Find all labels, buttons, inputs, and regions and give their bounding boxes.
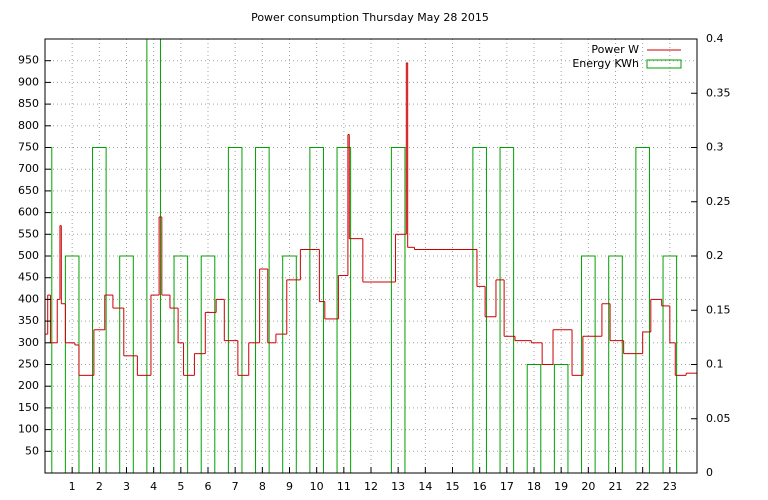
- energy-box: [526, 364, 542, 473]
- x-tick-label: 16: [473, 480, 487, 493]
- y-tick-label: 900: [18, 75, 39, 88]
- y-tick-label: 150: [18, 401, 39, 414]
- y2-tick-label: 0.05: [706, 412, 731, 425]
- x-tick-label: 19: [554, 480, 568, 493]
- energy-box: [173, 255, 189, 473]
- energy-box: [553, 364, 569, 473]
- y-tick-label: 750: [18, 141, 39, 154]
- y-tick-label: 250: [18, 358, 39, 371]
- energy-box: [92, 147, 107, 473]
- energy-box: [119, 255, 134, 473]
- x-tick-label: 22: [636, 480, 650, 493]
- y2-tick-label: 0: [706, 466, 713, 479]
- grid: [45, 39, 697, 473]
- x-tick-label: 20: [581, 480, 595, 493]
- y-tick-label: 950: [18, 54, 39, 67]
- x-tick-label: 1: [69, 480, 76, 493]
- x-tick-label: 8: [259, 480, 266, 493]
- y-tick-label: 800: [18, 119, 39, 132]
- x-tick-label: 11: [337, 480, 351, 493]
- x-tick-label: 9: [286, 480, 293, 493]
- energy-box: [64, 255, 80, 473]
- x-tick-label: 14: [418, 480, 432, 493]
- x-tick-label: 4: [150, 480, 157, 493]
- y-tick-label: 100: [18, 423, 39, 436]
- y2-tick-label: 0.3: [706, 141, 724, 154]
- y-tick-label: 350: [18, 314, 39, 327]
- y-tick-label: 700: [18, 162, 39, 175]
- energy-box: [662, 255, 678, 473]
- x-tick-label: 21: [609, 480, 623, 493]
- x-tick-label: 6: [205, 480, 212, 493]
- chart-title: Power consumption Thursday May 28 2015: [251, 11, 489, 24]
- energy-box: [608, 255, 623, 473]
- energy-box: [390, 147, 406, 473]
- x-tick-label: 13: [391, 480, 405, 493]
- y-tick-label: 850: [18, 97, 39, 110]
- energy-box: [282, 255, 297, 473]
- energy-box: [581, 255, 596, 473]
- energy-box: [336, 147, 352, 473]
- energy-box: [472, 147, 487, 473]
- energy-box: [309, 147, 324, 473]
- x-tick-label: 18: [527, 480, 541, 493]
- energy-box: [499, 147, 515, 473]
- x-tick-label: 15: [446, 480, 460, 493]
- energy-box: [45, 147, 53, 473]
- y-tick-label: 400: [18, 292, 39, 305]
- legend-label: Energy KWh: [572, 57, 639, 70]
- energy-box: [146, 39, 161, 473]
- legend-swatch: [646, 59, 682, 69]
- y-tick-label: 600: [18, 206, 39, 219]
- y-tick-label: 300: [18, 336, 39, 349]
- y2-tick-label: 0.15: [706, 303, 731, 316]
- y-tick-label: 50: [25, 444, 39, 457]
- y2-tick-label: 0.1: [706, 358, 724, 371]
- y-tick-label: 450: [18, 271, 39, 284]
- x-tick-label: 23: [663, 480, 677, 493]
- x-tick-label: 5: [177, 480, 184, 493]
- plot-area: [45, 39, 697, 473]
- y-tick-label: 200: [18, 379, 39, 392]
- x-tick-label: 2: [96, 480, 103, 493]
- x-tick-label: 10: [310, 480, 324, 493]
- y2-tick-label: 0.2: [706, 249, 724, 262]
- energy-box: [255, 147, 270, 473]
- x-tick-label: 12: [364, 480, 378, 493]
- energy-box: [227, 147, 243, 473]
- energy-box: [635, 147, 650, 473]
- energy-box: [200, 255, 216, 473]
- y2-tick-label: 0.25: [706, 195, 731, 208]
- y2-tick-label: 0.35: [706, 86, 731, 99]
- x-tick-label: 3: [123, 480, 130, 493]
- legend-label: Power W: [591, 43, 639, 56]
- x-tick-label: 17: [500, 480, 514, 493]
- y-tick-label: 650: [18, 184, 39, 197]
- y-tick-label: 500: [18, 249, 39, 262]
- y-tick-label: 550: [18, 227, 39, 240]
- y2-tick-label: 0.4: [706, 32, 724, 45]
- x-tick-label: 7: [232, 480, 239, 493]
